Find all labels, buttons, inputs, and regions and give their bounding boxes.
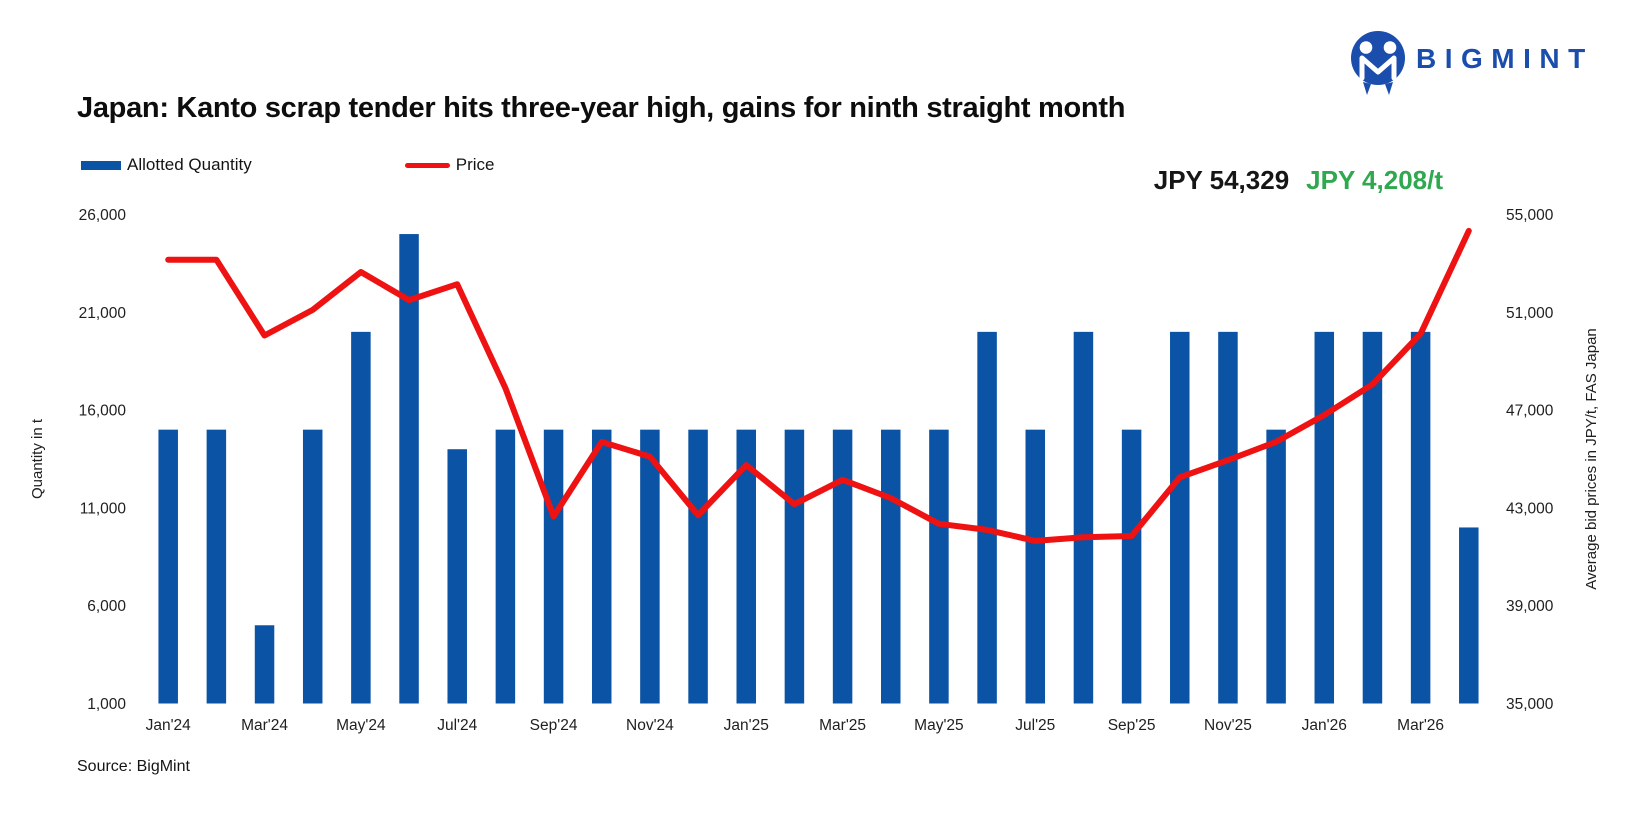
- x-axis-tick-label: Mar'26: [1397, 717, 1444, 734]
- price-line: [165, 227, 1472, 544]
- x-axis-tick-label: Nov'24: [626, 717, 674, 734]
- logo-leg-left: [1363, 82, 1371, 95]
- left-axis-tick-label: 26,000: [79, 207, 127, 224]
- left-axis-tick-label: 16,000: [79, 403, 127, 420]
- legend-item-price: Price: [404, 155, 495, 175]
- legend-item-quantity: Allotted Quantity: [81, 155, 252, 175]
- logo-leg-right: [1385, 82, 1393, 95]
- quantity-bar-Oct'24: [591, 429, 612, 704]
- quantity-bar-Nov'25: [1218, 331, 1238, 704]
- right-axis-tick-label: 51,000: [1506, 305, 1554, 322]
- logo-m-shape: [1359, 55, 1397, 81]
- right-axis-tick-label: 43,000: [1506, 500, 1554, 517]
- x-axis-tick-label: Jan'25: [724, 717, 769, 734]
- monthly-change-value: JPY 4,208/t: [1306, 165, 1443, 195]
- quantity-bar-Mar'24: [254, 625, 275, 704]
- quantity-bar-Jan'24: [158, 429, 178, 704]
- quantity-bar-Mar'26: [1410, 331, 1431, 704]
- quantity-swatch-icon: [81, 160, 121, 170]
- bigmint-logo-icon: BIGMINT: [1351, 31, 1594, 95]
- quantity-bar-Feb'25: [784, 429, 805, 704]
- left-axis-title: Quantity in t: [29, 418, 46, 499]
- quantity-bar-Sep'24: [543, 429, 564, 704]
- latest-value-annotation: JPY 54,329 JPY 4,208/t: [0, 165, 1443, 196]
- quantity-bar-Jul'25: [1025, 429, 1046, 704]
- quantity-bar-Nov'24: [640, 429, 660, 704]
- right-axis-tick-label: 47,000: [1506, 403, 1554, 420]
- x-axis-tick-label: Jan'26: [1302, 717, 1347, 734]
- quantity-bar-Apr'26: [1459, 527, 1479, 704]
- x-axis-tick-label: Sep'24: [530, 717, 578, 734]
- quantity-bar-Feb'26: [1362, 331, 1383, 704]
- x-axis-tick-label: Jan'24: [146, 717, 192, 734]
- quantity-bar-Feb'24: [206, 429, 227, 704]
- legend-quantity-label: Allotted Quantity: [127, 155, 252, 174]
- quantity-bar-Jan'26: [1314, 331, 1335, 704]
- bigmint-logo: BIGMINT: [1348, 18, 1628, 95]
- chart-legend: Allotted Quantity Price: [81, 155, 494, 175]
- quantity-bar-Oct'25: [1170, 331, 1190, 704]
- quantity-bar-Aug'25: [1073, 331, 1094, 704]
- left-axis-tick-label: 6,000: [87, 598, 126, 615]
- latest-price-value: JPY 54,329: [1153, 165, 1290, 195]
- x-axis-tick-label: Mar'25: [819, 717, 866, 734]
- quantity-bar-Jan'25: [736, 429, 756, 704]
- quantity-bar-Jun'25: [977, 331, 997, 704]
- logo-wordmark: BIGMINT: [1416, 43, 1594, 74]
- x-axis-tick-label: May'24: [336, 717, 386, 734]
- quantity-bar-Jun'24: [399, 234, 419, 704]
- left-axis-tick-label: 1,000: [87, 696, 126, 713]
- quantity-bar-Sep'25: [1121, 429, 1142, 704]
- logo-head-left: [1359, 41, 1373, 54]
- right-axis-tick-label: 39,000: [1506, 598, 1554, 615]
- x-axis-tick-label: Jul'25: [1015, 717, 1055, 734]
- right-axis-tick-label: 35,000: [1506, 696, 1554, 713]
- x-axis-tick-label: Nov'25: [1204, 717, 1252, 734]
- quantity-bar-Aug'24: [495, 429, 516, 704]
- logo-head-right: [1383, 41, 1397, 54]
- quantity-bar-May'25: [929, 429, 949, 704]
- left-axis-tick-label: 11,000: [80, 500, 127, 517]
- quantity-bar-May'24: [351, 331, 371, 704]
- price-swatch-icon: [404, 162, 450, 168]
- quantity-bar-Jul'24: [447, 449, 467, 704]
- x-axis-tick-label: Mar'24: [241, 717, 288, 734]
- quantity-bar-Dec'24: [688, 429, 708, 704]
- right-axis-title: Average bid prices in JPY/t, FAS Japan: [1583, 328, 1600, 590]
- legend-price-label: Price: [455, 155, 495, 174]
- quantity-bar-Apr'25: [881, 429, 901, 704]
- quantity-bar-Dec'25: [1266, 429, 1286, 704]
- x-axis-tick-label: Jul'24: [437, 717, 477, 734]
- source-note: Source: BigMint: [77, 758, 190, 775]
- quantity-bar-Apr'24: [302, 429, 323, 704]
- left-axis-tick-label: 21,000: [79, 305, 127, 322]
- x-axis-tick-label: May'25: [914, 717, 963, 734]
- right-axis-tick-label: 55,000: [1506, 207, 1554, 224]
- chart-title: Japan: Kanto scrap tender hits three-yea…: [77, 92, 1126, 124]
- quantity-bar-Mar'25: [832, 429, 853, 704]
- x-axis-tick-label: Sep'25: [1108, 717, 1156, 734]
